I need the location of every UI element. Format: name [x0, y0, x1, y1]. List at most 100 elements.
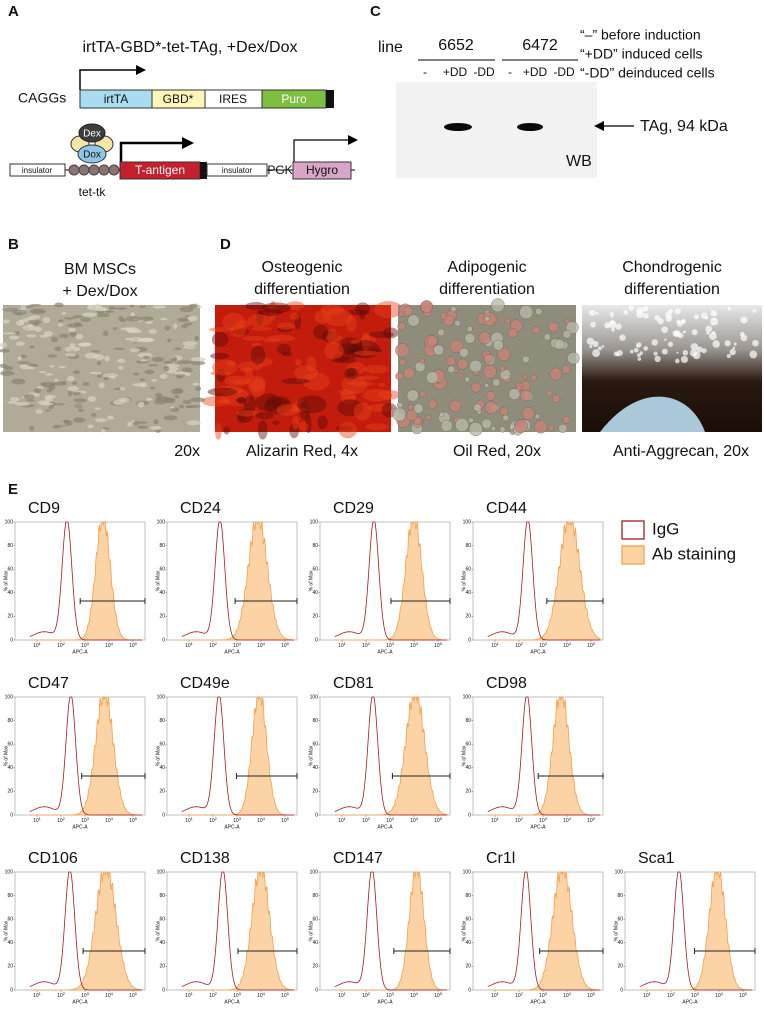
y-tick-label: 20 — [7, 789, 13, 795]
cell — [185, 404, 201, 408]
x-tick-label: 102 — [209, 991, 218, 999]
x-tick-label: 101 — [33, 816, 42, 824]
cell — [483, 364, 497, 379]
y-tick-label: 0 — [10, 987, 13, 993]
cell — [562, 329, 572, 339]
stain — [339, 337, 362, 355]
tick-exponent: 4 — [569, 991, 572, 996]
cell — [45, 409, 52, 412]
cell — [118, 365, 124, 370]
cell — [169, 406, 175, 409]
x-axis-label: APC-A — [72, 999, 88, 1005]
cell — [112, 327, 118, 330]
cell — [31, 310, 47, 313]
cell — [530, 374, 537, 381]
cell — [29, 345, 35, 349]
tet-operators — [68, 164, 120, 176]
y-tick-label: 60 — [7, 567, 13, 573]
tick-exponent: 4 — [111, 641, 114, 646]
cell — [712, 340, 720, 348]
cell — [483, 353, 494, 364]
cell — [179, 404, 184, 409]
y-axis-label: % of Max — [308, 570, 314, 591]
tick-exponent: 3 — [392, 991, 395, 996]
cell — [608, 320, 617, 329]
ab-staining — [181, 521, 295, 641]
ab-staining — [487, 521, 602, 641]
tick-base: 10 — [105, 993, 111, 999]
cell — [629, 349, 634, 354]
cell — [159, 373, 168, 379]
stain — [255, 393, 283, 412]
tick-exponent: 5 — [593, 816, 596, 821]
stain — [360, 333, 376, 347]
cell — [102, 372, 118, 378]
panel-title: BM MSCs — [64, 261, 136, 278]
insulator-label: insulator — [222, 166, 253, 175]
caption: Anti-Aggrecan, 20x — [613, 443, 749, 460]
x-tick-label: 101 — [33, 641, 42, 649]
cell — [81, 312, 98, 317]
tick-base: 10 — [33, 643, 39, 649]
tick-base: 10 — [209, 993, 215, 999]
y-tick-label: 60 — [159, 742, 165, 748]
tick-base: 10 — [362, 818, 368, 824]
stain — [346, 368, 357, 378]
cell — [17, 355, 22, 361]
cell — [710, 317, 719, 326]
cell — [589, 344, 593, 349]
x-tick-label: 104 — [105, 641, 114, 649]
cell — [490, 298, 505, 313]
y-tick-label: 60 — [7, 917, 13, 923]
histogram-title: CD9 — [28, 500, 60, 517]
stain — [335, 425, 354, 432]
cell — [395, 372, 404, 381]
x-tick-label: 101 — [491, 641, 500, 649]
x-tick-label: 104 — [563, 991, 572, 999]
stain — [269, 301, 277, 321]
cell — [478, 331, 492, 345]
cell — [66, 323, 83, 328]
histogram-title: CD106 — [28, 850, 78, 867]
tick-base: 10 — [81, 643, 87, 649]
stain — [367, 403, 393, 413]
cell — [65, 353, 77, 357]
cell — [667, 341, 674, 347]
tick-base: 10 — [563, 993, 569, 999]
ab-staining — [29, 696, 143, 816]
y-tick-label: 80 — [617, 893, 623, 899]
tick-base: 10 — [739, 993, 745, 999]
cell — [10, 397, 20, 402]
line-id: 6472 — [522, 37, 558, 54]
y-tick-label: 20 — [312, 614, 318, 620]
stain — [298, 422, 309, 431]
cell — [469, 359, 482, 373]
cell — [1, 332, 17, 335]
stain — [208, 327, 235, 332]
tick-base: 10 — [105, 643, 111, 649]
cell — [636, 310, 644, 319]
stain — [286, 301, 305, 311]
band — [517, 123, 543, 131]
stain — [257, 420, 268, 440]
stain — [277, 322, 295, 330]
stain — [345, 344, 364, 358]
y-tick-label: 0 — [468, 812, 471, 818]
tick-base: 10 — [257, 993, 263, 999]
cell — [75, 333, 84, 340]
legend-text: “-DD” deinduced cells — [580, 65, 715, 81]
tick-base: 10 — [81, 818, 87, 824]
cell — [490, 425, 497, 432]
micrograph — [0, 302, 207, 433]
cell — [103, 376, 109, 381]
tick-exponent: 2 — [368, 816, 371, 821]
tick-exponent: 1 — [497, 991, 500, 996]
lane-label: - — [508, 65, 512, 79]
igg — [29, 871, 142, 991]
x-tick-label: 103 — [233, 641, 242, 649]
panel-title: differentiation — [254, 281, 350, 298]
cell — [33, 388, 42, 394]
